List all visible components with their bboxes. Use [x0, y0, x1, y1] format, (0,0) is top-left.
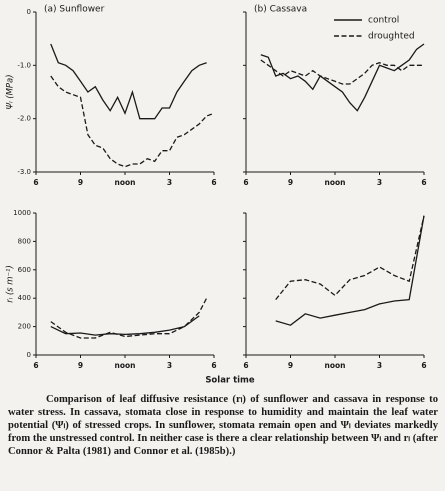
x-axis-label: Solar time: [205, 376, 255, 386]
x-tick-label: 3: [377, 178, 382, 187]
series-line: [260, 59, 424, 85]
y-tick-label: 400: [18, 294, 31, 302]
x-tick-label: 9: [288, 361, 293, 370]
y-axis-label: rₗ (s m⁻¹): [6, 265, 16, 303]
x-tick-label: 3: [167, 361, 172, 370]
y-tick-label: 1000: [13, 209, 31, 217]
x-tick-label: noon: [325, 178, 346, 187]
x-tick-label: noon: [115, 178, 136, 187]
x-tick-label: 6: [243, 178, 248, 187]
x-tick-label: 9: [288, 178, 293, 187]
panel-title: (b) Cassava: [254, 5, 307, 15]
series-line: [50, 43, 207, 120]
panel-title: (a) Sunflower: [44, 5, 105, 15]
legend-label: control: [368, 16, 399, 26]
series-line: [275, 215, 425, 301]
x-tick-label: noon: [325, 361, 346, 370]
x-tick-label: 9: [78, 361, 83, 370]
series-line: [50, 297, 208, 339]
y-tick-label: 0: [27, 351, 31, 359]
y-tick-label: -3.0: [17, 168, 31, 176]
y-tick-label: -2.0: [17, 115, 31, 123]
x-tick-label: 6: [211, 361, 216, 370]
series-line: [260, 43, 425, 112]
x-tick-label: 3: [377, 361, 382, 370]
figure: Solar time 0-1.0-2.0-3.06 9 noon 3 6(a) Sunf…: [6, 5, 427, 386]
y-axis-label: Ψₗ (MPa): [6, 74, 16, 109]
x-tick-label: 3: [167, 178, 172, 187]
legend-label: droughted: [368, 32, 415, 42]
x-tick-label: 6: [33, 361, 38, 370]
series-line: [275, 215, 425, 326]
x-tick-label: 6: [243, 361, 248, 370]
y-tick-label: 200: [18, 323, 31, 331]
x-tick-label: 6: [33, 178, 38, 187]
x-tick-label: 6: [211, 178, 216, 187]
x-tick-label: 6: [421, 361, 426, 370]
x-tick-label: 6: [421, 178, 426, 187]
caption: Comparison of leaf diffusive resistance …: [8, 394, 438, 457]
x-tick-label: noon: [115, 361, 136, 370]
x-tick-label: 9: [78, 178, 83, 187]
y-tick-label: 800: [18, 237, 31, 245]
y-tick-label: 0: [27, 8, 31, 16]
series-line: [50, 315, 200, 336]
y-tick-label: 600: [18, 266, 31, 274]
series-line: [50, 75, 215, 168]
y-tick-label: -1.0: [17, 61, 31, 69]
